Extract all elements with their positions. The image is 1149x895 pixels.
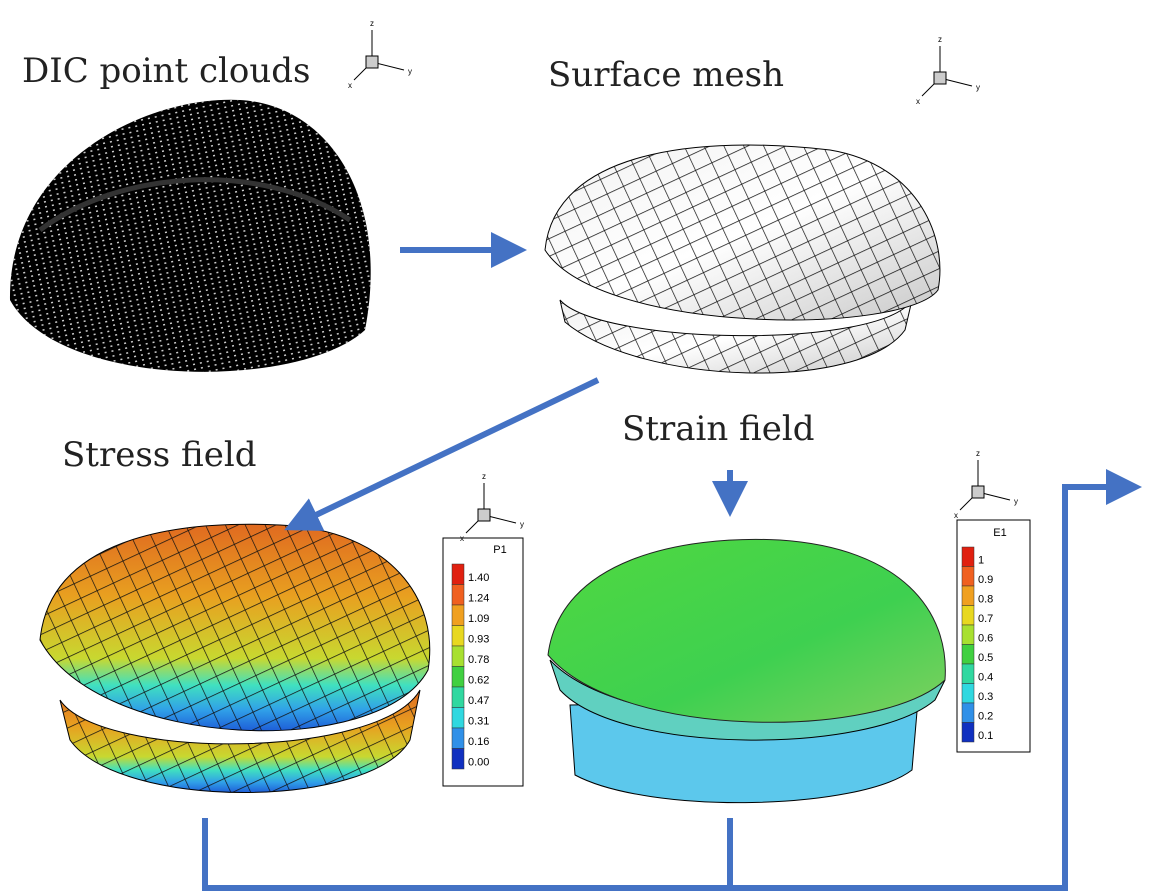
triad-label: x — [348, 81, 352, 90]
triad-label: x — [916, 97, 920, 106]
legend-label: 0.2 — [978, 711, 993, 723]
legend-label: 0.62 — [468, 675, 489, 687]
triad-label: z — [976, 449, 980, 458]
label: Stress field — [62, 435, 256, 475]
legend-title: P1 — [493, 544, 506, 556]
triad-label: y — [976, 83, 980, 92]
label: Surface mesh — [548, 55, 784, 95]
label: Strain field — [622, 409, 815, 449]
legend-label: 0.47 — [468, 695, 489, 707]
legend-label: 1.24 — [468, 593, 489, 605]
legend-swatch — [452, 667, 464, 688]
mesh-grid — [545, 145, 940, 320]
legend-label: 0.7 — [978, 613, 993, 625]
legend-swatch — [962, 586, 974, 606]
legend-swatch — [452, 646, 464, 667]
legend-label: 0.1 — [978, 730, 993, 742]
legend-label: 0.6 — [978, 633, 993, 645]
legend-swatch — [962, 547, 974, 567]
triad-cube — [934, 72, 946, 84]
legend-label: 0.16 — [468, 736, 489, 748]
legend-swatch — [962, 703, 974, 723]
legend-swatch — [452, 687, 464, 708]
legend-swatch — [452, 708, 464, 729]
legend-swatch — [452, 626, 464, 647]
arrow — [295, 380, 598, 525]
legend-swatch — [962, 723, 974, 743]
triad-label: z — [370, 19, 374, 28]
legend-label: 0.9 — [978, 574, 993, 586]
legend-swatch — [452, 585, 464, 606]
legend-swatch — [962, 625, 974, 645]
triad-cube — [972, 486, 984, 498]
legend-label: 0.4 — [978, 672, 993, 684]
legend-swatch — [962, 645, 974, 665]
legend-swatch — [452, 605, 464, 626]
triad-label: z — [482, 472, 486, 481]
legend-label: 1 — [978, 555, 984, 567]
triad-label: y — [408, 67, 412, 76]
label: DIC point clouds — [22, 51, 311, 91]
legend-swatch — [452, 564, 464, 585]
legend-swatch — [452, 728, 464, 749]
legend-swatch — [962, 606, 974, 626]
triad-cube — [478, 509, 490, 521]
triad-label: z — [938, 35, 942, 44]
triad-label: x — [954, 511, 958, 520]
legend-label: 1.09 — [468, 613, 489, 625]
point-cloud-dots — [10, 100, 371, 372]
triad-label: y — [520, 520, 524, 529]
triad-label: y — [1014, 497, 1018, 506]
legend-label: 0.93 — [468, 634, 489, 646]
triad-label: x — [460, 534, 464, 543]
legend-swatch — [452, 749, 464, 770]
legend-swatch — [962, 664, 974, 684]
legend-label: 0.3 — [978, 691, 993, 703]
diagram: DIC point clouds Surface mesh Stress fie… — [0, 0, 1149, 895]
strain-dome — [548, 539, 945, 722]
legend-label: 1.40 — [468, 572, 489, 584]
legend-swatch — [962, 567, 974, 587]
legend-label: 0.31 — [468, 716, 489, 728]
legend-swatch — [962, 684, 974, 704]
legend-label: 0.5 — [978, 652, 993, 664]
legend-label: 0.8 — [978, 594, 993, 606]
triad-cube — [366, 56, 378, 68]
legend-label: 0.00 — [468, 757, 489, 769]
stress-grid — [40, 524, 430, 792]
legend-label: 0.78 — [468, 654, 489, 666]
legend-title: E1 — [993, 527, 1006, 539]
